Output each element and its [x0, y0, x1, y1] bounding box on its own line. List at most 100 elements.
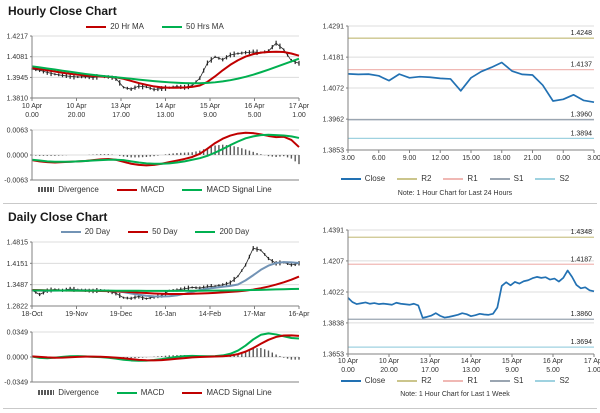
svg-text:1.4217: 1.4217	[7, 34, 29, 41]
svg-text:-0.0063: -0.0063	[4, 178, 28, 185]
legend-label: S1	[513, 174, 524, 183]
legend-label: Close	[364, 174, 386, 183]
svg-text:1.4391: 1.4391	[323, 228, 345, 235]
line-swatch-icon	[340, 379, 361, 382]
line-swatch-icon	[86, 25, 107, 28]
line-swatch-icon	[182, 391, 203, 394]
section-divider	[3, 203, 597, 204]
line-swatch-icon	[340, 177, 361, 180]
svg-text:15 Apr: 15 Apr	[200, 103, 221, 110]
svg-text:1.4137: 1.4137	[571, 62, 593, 69]
daily-macd-chart: 0.0349 0.0000 -0.0349	[4, 330, 300, 386]
svg-text:1.3653: 1.3653	[323, 352, 345, 359]
svg-text:1.3853: 1.3853	[323, 148, 345, 155]
svg-text:0.00: 0.00	[556, 155, 570, 162]
svg-text:3.00: 3.00	[341, 155, 355, 162]
hourly-chart-title: Hourly Close Chart	[8, 4, 117, 18]
legend-item-r2: R2	[397, 376, 431, 385]
svg-text:0.0063: 0.0063	[7, 128, 29, 135]
legend-label: R2	[421, 174, 432, 183]
svg-text:5.00: 5.00	[248, 112, 262, 119]
svg-text:0.00: 0.00	[25, 112, 39, 119]
svg-text:1.2822: 1.2822	[7, 304, 29, 311]
hourly-macd-chart: 0.0063 0.0000 -0.0063	[4, 128, 300, 185]
line-swatch-icon	[397, 177, 418, 180]
svg-text:20.00: 20.00	[380, 367, 398, 374]
svg-text:18.00: 18.00	[493, 155, 511, 162]
legend-item-close: Close	[340, 174, 386, 183]
svg-text:17 Apr: 17 Apr	[584, 358, 600, 365]
legend-label: 20 Day	[84, 227, 111, 236]
legend-item-macd-signal-line: MACD Signal Line	[182, 185, 272, 194]
bottom-divider	[3, 408, 597, 409]
legend-label: R1	[467, 376, 478, 385]
legend-item-divergence: Divergence	[38, 388, 99, 397]
daily-macd-legend: Divergence MACD MACD Signal Line	[0, 388, 310, 397]
svg-text:1.00: 1.00	[292, 112, 306, 119]
legend-item-r1: R1	[443, 376, 478, 385]
line-swatch-icon	[535, 379, 556, 382]
legend-label: MACD Signal Line	[206, 388, 272, 397]
svg-text:1.3838: 1.3838	[323, 320, 345, 327]
svg-text:17 Apr: 17 Apr	[289, 103, 310, 110]
svg-text:14 Apr: 14 Apr	[461, 358, 482, 365]
legend-label: S2	[559, 376, 570, 385]
svg-text:10 Apr: 10 Apr	[22, 103, 43, 110]
legend-item-macd: MACD	[116, 185, 164, 194]
legend-item-20-day: 20 Day	[60, 227, 111, 236]
divergence-bars-icon	[38, 390, 55, 395]
legend-label: Close	[364, 376, 386, 385]
svg-text:1.4248: 1.4248	[571, 30, 593, 37]
svg-text:6.00: 6.00	[372, 155, 386, 162]
svg-text:0.00: 0.00	[341, 367, 355, 374]
legend-label: S2	[559, 174, 570, 183]
legend-label: S1	[513, 376, 524, 385]
legend-item-50-hrs-ma: 50 Hrs MA	[162, 22, 224, 31]
svg-text:16-Jan: 16-Jan	[155, 311, 177, 318]
legend-item-r1: R1	[443, 174, 478, 183]
line-swatch-icon	[443, 177, 464, 180]
svg-text:9.00: 9.00	[505, 367, 519, 374]
svg-text:1.4151: 1.4151	[7, 261, 29, 268]
legend-label: 20 Hr MA	[110, 22, 144, 31]
svg-text:13 Apr: 13 Apr	[111, 103, 132, 110]
line-swatch-icon	[489, 379, 510, 382]
hourly-ma-legend: 20 Hr MA 50 Hrs MA	[0, 22, 310, 31]
svg-text:1.00: 1.00	[587, 367, 600, 374]
svg-text:17.00: 17.00	[112, 112, 130, 119]
svg-text:10 Apr: 10 Apr	[379, 358, 400, 365]
legend-item-20-hr-ma: 20 Hr MA	[86, 22, 144, 31]
svg-text:14 Apr: 14 Apr	[155, 103, 176, 110]
svg-text:1.4181: 1.4181	[323, 55, 345, 62]
line-swatch-icon	[195, 230, 216, 233]
svg-text:10 Apr: 10 Apr	[338, 358, 359, 365]
legend-item-s1: S1	[489, 376, 524, 385]
svg-text:1.3487: 1.3487	[7, 282, 29, 289]
svg-text:3.00: 3.00	[587, 155, 600, 162]
svg-text:0.0000: 0.0000	[7, 153, 29, 160]
svg-text:13.00: 13.00	[157, 112, 175, 119]
legend-label: R2	[421, 376, 432, 385]
svg-text:0.0000: 0.0000	[7, 355, 29, 362]
svg-text:19-Dec: 19-Dec	[110, 311, 133, 318]
line-swatch-icon	[397, 379, 418, 382]
daily-ma-legend: 20 Day 50 Day 200 Day	[0, 227, 310, 236]
svg-text:1.3810: 1.3810	[7, 96, 29, 103]
svg-text:1.3694: 1.3694	[571, 339, 593, 346]
svg-text:13 Apr: 13 Apr	[420, 358, 441, 365]
svg-text:9.00: 9.00	[203, 112, 217, 119]
line-swatch-icon	[116, 391, 137, 394]
daily-pivot-note: Note: 1 Hour Chart for Last 1 Week	[400, 391, 510, 398]
line-swatch-icon	[128, 230, 149, 233]
line-swatch-icon	[182, 188, 203, 191]
daily-pivot-legend: Close R2 R1 S1 S2	[310, 376, 600, 385]
svg-text:1.4348: 1.4348	[571, 229, 593, 236]
svg-text:1.4022: 1.4022	[323, 290, 345, 297]
line-swatch-icon	[162, 25, 182, 28]
legend-item-macd-signal-line: MACD Signal Line	[182, 388, 272, 397]
legend-label: Divergence	[58, 185, 99, 194]
